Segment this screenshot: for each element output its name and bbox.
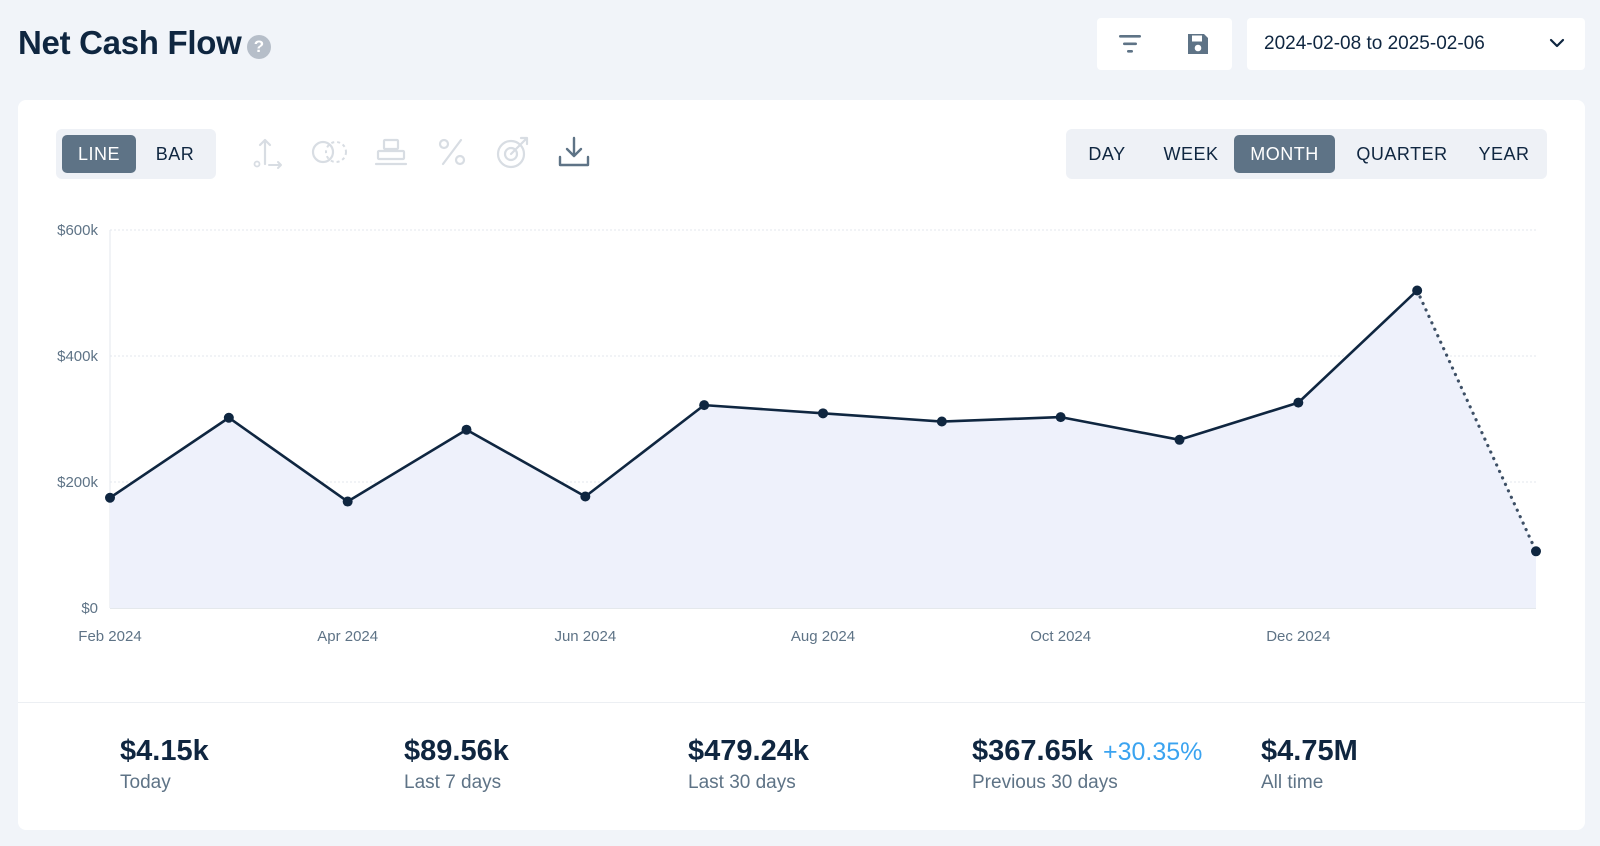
save-icon[interactable] bbox=[1182, 28, 1214, 60]
chart-area-fill bbox=[110, 290, 1536, 608]
download-icon[interactable] bbox=[554, 132, 594, 172]
chart-points bbox=[105, 285, 1541, 557]
y-tick-label: $200k bbox=[57, 474, 98, 491]
help-icon[interactable]: ? bbox=[247, 35, 271, 59]
stat-all-time: $4.75M All time bbox=[1261, 735, 1358, 794]
filter-icon[interactable] bbox=[1114, 28, 1146, 60]
chart-point-2024-09[interactable] bbox=[936, 416, 947, 427]
chart-point-2024-05[interactable] bbox=[461, 424, 472, 435]
chart-point-2025-02[interactable] bbox=[1531, 546, 1541, 557]
chart-point-2024-07[interactable] bbox=[699, 400, 710, 411]
stat-previous-30-days: $367.65k +30.35% Previous 30 days bbox=[972, 735, 1202, 794]
chart-point-2024-08[interactable] bbox=[818, 408, 828, 419]
stat-previous-30-days-label: Previous 30 days bbox=[972, 772, 1118, 793]
granularity-year-button[interactable]: YEAR bbox=[1478, 144, 1530, 164]
chart-point-2024-04[interactable] bbox=[342, 496, 353, 507]
chart-type-line-button[interactable]: LINE bbox=[62, 135, 136, 173]
chevron-down-icon bbox=[1549, 34, 1565, 57]
axis-icon[interactable] bbox=[249, 132, 289, 172]
stat-last-7-days-value: $89.56k bbox=[404, 735, 509, 767]
page-title: Net Cash Flow bbox=[18, 24, 242, 61]
stat-all-time-value: $4.75M bbox=[1261, 735, 1358, 767]
chart-point-2024-12[interactable] bbox=[1293, 397, 1304, 408]
x-axis-labels: Feb 2024 Apr 2024 Jun 2024 Aug 2024 Oct 2024… bbox=[78, 628, 1330, 645]
net-cash-flow-line-chart: $0 $200k $400k $600k Feb 2024 Apr 2024 Jun 20… bbox=[57, 222, 1541, 645]
target-icon[interactable] bbox=[493, 132, 533, 172]
date-range-select[interactable]: 2024-02-08 to 2025-02-06 bbox=[1247, 18, 1585, 70]
chart-type-bar-button[interactable]: BAR bbox=[155, 144, 195, 164]
header: Net Cash Flow ? 2024-02-08 to 2025-02-06 bbox=[0, 0, 1600, 100]
stat-last-7-days: $89.56k Last 7 days bbox=[404, 735, 509, 794]
stat-last-30-days: $479.24k Last 30 days bbox=[688, 735, 809, 794]
chart-point-2024-10[interactable] bbox=[1055, 412, 1066, 423]
x-tick-label: Aug 2024 bbox=[791, 628, 855, 645]
chart-point-2025-01[interactable] bbox=[1412, 285, 1423, 296]
granularity-day-button[interactable]: DAY bbox=[1088, 144, 1126, 164]
stat-previous-30-days-change: +30.35% bbox=[1102, 738, 1203, 766]
percent-icon[interactable] bbox=[432, 132, 472, 172]
stat-last-30-days-value: $479.24k bbox=[688, 735, 809, 767]
chart-point-2024-03[interactable] bbox=[223, 412, 234, 423]
granularity-quarter-button[interactable]: QUARTER bbox=[1356, 144, 1448, 164]
chart-point-2024-06[interactable] bbox=[580, 491, 591, 502]
chart-point-2024-11[interactable] bbox=[1174, 434, 1185, 445]
stat-last-7-days-label: Last 7 days bbox=[404, 772, 502, 793]
stat-all-time-label: All time bbox=[1261, 772, 1324, 793]
stat-today-label: Today bbox=[120, 772, 171, 793]
compare-icon[interactable] bbox=[310, 132, 350, 172]
stack-icon[interactable] bbox=[371, 132, 411, 172]
y-tick-label: $400k bbox=[57, 348, 98, 365]
chart-type-toggle: LINE BAR bbox=[56, 129, 216, 179]
toolbox bbox=[1097, 18, 1232, 70]
stats-divider bbox=[18, 702, 1585, 703]
x-tick-label: Dec 2024 bbox=[1266, 628, 1330, 645]
granularity-month-button[interactable]: MONTH bbox=[1234, 135, 1335, 173]
date-range-value: 2024-02-08 to 2025-02-06 bbox=[1264, 33, 1485, 54]
granularity-week-button[interactable]: WEEK bbox=[1163, 144, 1219, 164]
chart-series-line bbox=[109, 289, 1419, 503]
y-axis-labels: $0 $200k $400k $600k bbox=[57, 222, 98, 617]
stat-today-value: $4.15k bbox=[120, 735, 209, 767]
y-tick-label: $0 bbox=[81, 600, 98, 617]
y-tick-label: $600k bbox=[57, 222, 98, 239]
x-tick-label: Jun 2024 bbox=[554, 628, 616, 645]
chart-point-2024-02[interactable] bbox=[105, 492, 115, 503]
x-tick-label: Apr 2024 bbox=[317, 628, 378, 645]
granularity-toggle: DAY WEEK MONTH QUARTER YEAR bbox=[1066, 129, 1547, 179]
stat-today: $4.15k Today bbox=[120, 735, 209, 794]
chart-partial-segment bbox=[1415, 288, 1538, 553]
x-tick-label: Feb 2024 bbox=[78, 628, 141, 645]
stat-previous-30-days-value: $367.65k bbox=[972, 735, 1093, 767]
stat-last-30-days-label: Last 30 days bbox=[688, 772, 796, 793]
x-tick-label: Oct 2024 bbox=[1030, 628, 1091, 645]
